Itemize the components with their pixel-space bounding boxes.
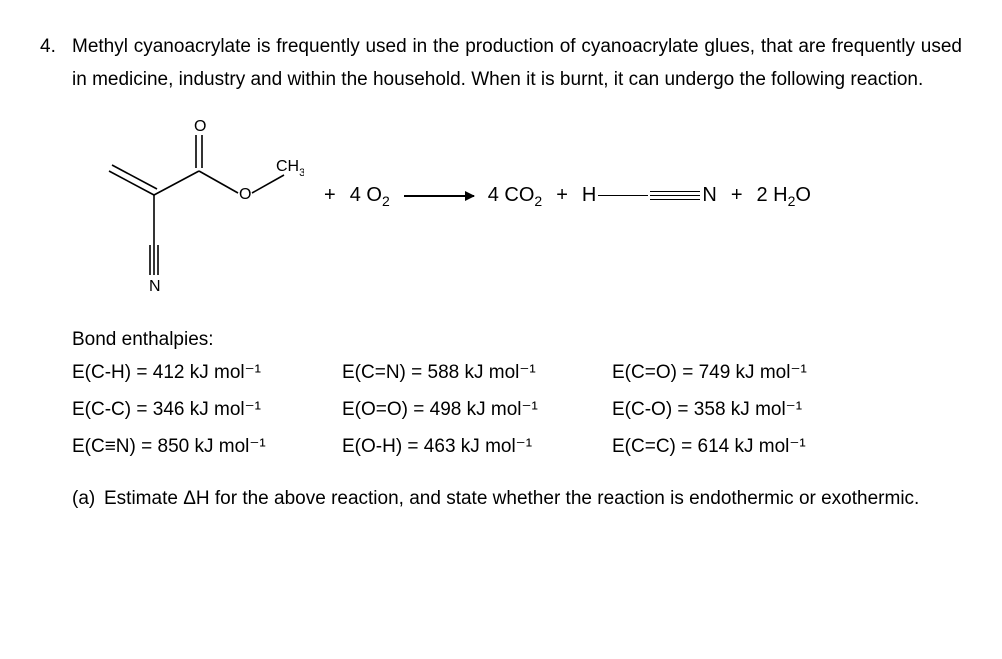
- bond-cell: E(C-H) = 412 kJ mol⁻¹: [72, 356, 312, 389]
- h2o-term: 2 H2O: [757, 178, 811, 214]
- bond-cell: E(O=O) = 498 kJ mol⁻¹: [342, 393, 582, 426]
- bond-cell: E(C-O) = 358 kJ mol⁻¹: [612, 393, 852, 426]
- atom-label-ch3-sub: 3: [299, 167, 304, 179]
- plus-sign: +: [556, 178, 568, 213]
- o2-term: 4 O2: [350, 178, 390, 214]
- plus-sign: +: [731, 178, 743, 213]
- co2-term: 4 CO2: [488, 178, 542, 214]
- bond-cell: E(C=N) = 588 kJ mol⁻¹: [342, 356, 582, 389]
- reaction-arrow: [404, 195, 474, 197]
- question-number: 4.: [40, 30, 72, 515]
- bond-enthalpies-heading: Bond enthalpies:: [72, 323, 962, 356]
- atom-label-o-bridge: O: [239, 186, 251, 203]
- bond-cell: E(O-H) = 463 kJ mol⁻¹: [342, 430, 582, 463]
- atom-label-ch3: CH: [276, 158, 299, 175]
- single-bond: [598, 195, 648, 197]
- atom-label-n: N: [149, 278, 161, 295]
- reaction-equation: O O CH3 N + 4 O2 4 CO2 + H N +: [72, 115, 962, 295]
- part-a: (a) Estimate ΔH for the above reaction, …: [72, 482, 962, 515]
- bond-cell: E(C=C) = 614 kJ mol⁻¹: [612, 430, 852, 463]
- plus-sign: +: [324, 178, 336, 213]
- svg-text:CH3: CH3: [276, 158, 304, 179]
- molecule-structure: O O CH3 N: [94, 115, 304, 295]
- bond-cell: E(C≡N) = 850 kJ mol⁻¹: [72, 430, 312, 463]
- atom-label-o-top: O: [194, 118, 206, 135]
- part-text: Estimate ΔH for the above reaction, and …: [104, 482, 962, 515]
- hcn-term: H N: [582, 178, 717, 213]
- equation-products: + 4 O2 4 CO2 + H N + 2 H2O: [324, 178, 811, 214]
- question-body: Methyl cyanoacrylate is frequently used …: [72, 30, 962, 515]
- question-text: Methyl cyanoacrylate is frequently used …: [72, 36, 962, 90]
- bond-enthalpies-table: E(C-H) = 412 kJ mol⁻¹ E(C=N) = 588 kJ mo…: [72, 356, 962, 464]
- bond-cell: E(C=O) = 749 kJ mol⁻¹: [612, 356, 852, 389]
- bond-cell: E(C-C) = 346 kJ mol⁻¹: [72, 393, 312, 426]
- question-block: 4. Methyl cyanoacrylate is frequently us…: [40, 30, 962, 515]
- part-label: (a): [72, 482, 104, 515]
- triple-bond: [650, 191, 700, 201]
